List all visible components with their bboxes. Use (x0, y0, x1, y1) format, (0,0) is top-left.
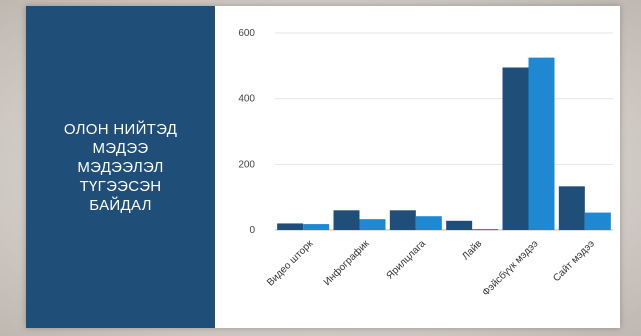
x-tick-label: Фэйсбүүк мэдээ (480, 238, 541, 299)
x-tick-label: Ярилцлага (385, 238, 429, 282)
y-tick-label: 400 (238, 94, 255, 105)
bar (472, 229, 499, 230)
slide-title: ОЛОН НИЙТЭД МЭДЭЭ МЭДЭЭЛЭЛ ТҮГЭЭСЭН БАЙД… (64, 120, 177, 215)
slide-title-line: МЭДЭЭ (92, 139, 149, 157)
x-tick-label: Лайв (460, 238, 484, 262)
chart-area: 0 200 400 600 Видео шторк Инфографик Ярилцлага… (215, 6, 620, 328)
bar (584, 212, 611, 230)
slide-title-line: МЭДЭЭЛЭЛ (77, 158, 164, 176)
slide-title-line: ОЛОН НИЙТЭД (63, 120, 178, 138)
y-tick-label: 200 (238, 159, 255, 170)
y-tick-label: 0 (249, 225, 255, 236)
x-tick-label: Сайт мэдээ (551, 238, 597, 284)
bar (502, 67, 529, 230)
bar (333, 210, 360, 230)
bar (359, 219, 386, 230)
bar (528, 57, 555, 230)
y-tick-label: 600 (238, 28, 255, 39)
bar (389, 210, 416, 230)
title-panel: ОЛОН НИЙТЭД МЭДЭЭ МЭДЭЭЛЭЛ ТҮГЭЭСЭН БАЙД… (26, 6, 215, 328)
bar (277, 223, 304, 230)
x-tick-label: Инфографик (321, 237, 372, 288)
slide-title-line: ТҮГЭЭСЭН (79, 177, 162, 195)
bar (558, 186, 585, 230)
slide-title-line: БАЙДАЛ (89, 196, 152, 214)
bar (446, 220, 473, 230)
slide: ОЛОН НИЙТЭД МЭДЭЭ МЭДЭЭЛЭЛ ТҮГЭЭСЭН БАЙД… (26, 6, 620, 328)
bar (415, 216, 442, 230)
bar (303, 224, 330, 230)
bar-chart: 0 200 400 600 Видео шторк Инфографик Ярилцлага… (238, 28, 613, 299)
x-tick-label: Видео шторк (265, 238, 316, 289)
